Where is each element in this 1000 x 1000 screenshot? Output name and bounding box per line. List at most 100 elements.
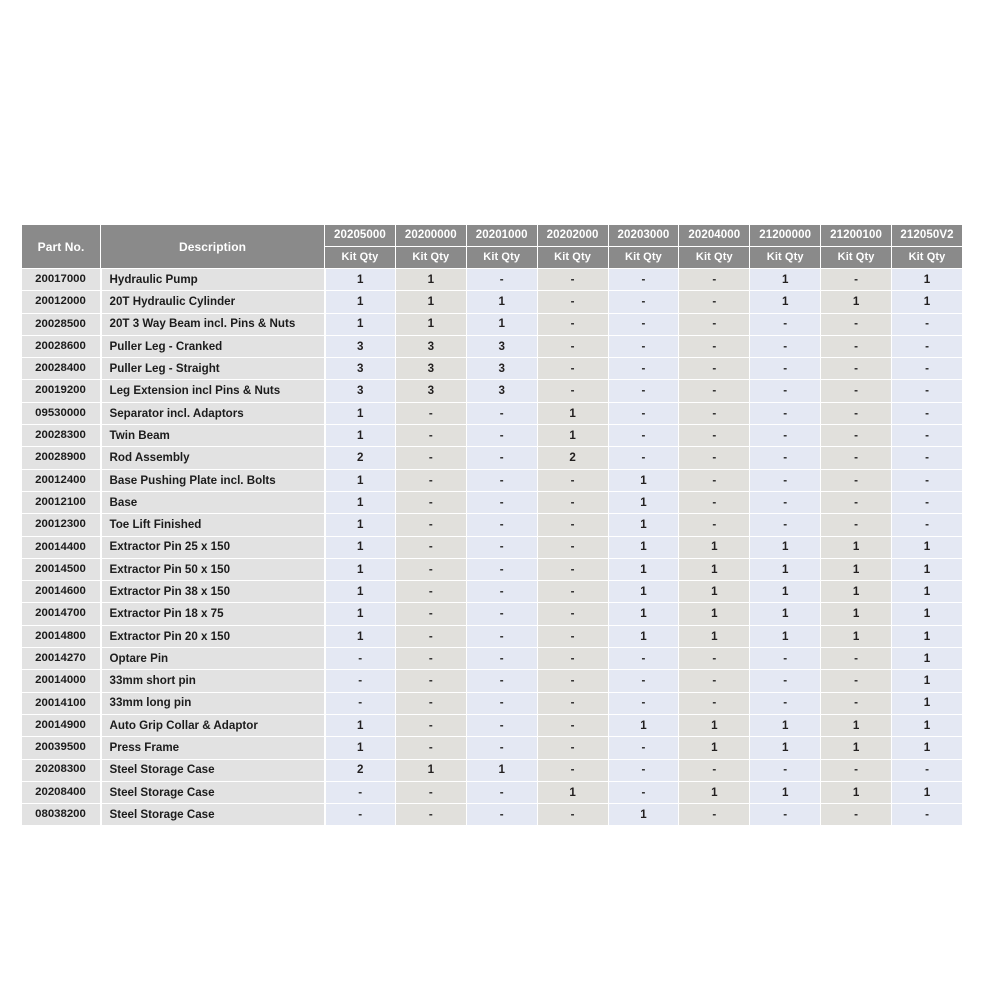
- cell-kit-qty: 1: [678, 781, 751, 805]
- cell-kit-qty: 1: [820, 602, 892, 626]
- cell-kit-qty: -: [749, 491, 822, 515]
- cell-kit-qty: 3: [466, 357, 538, 381]
- cell-kit-qty: 1: [608, 714, 680, 738]
- cell-kit-qty: 1: [466, 759, 538, 782]
- cell-kit-qty: -: [820, 379, 892, 403]
- cell-kit-qty: -: [891, 446, 963, 470]
- cell-description: Steel Storage Case: [100, 759, 326, 782]
- cell-kit-qty: -: [820, 803, 892, 827]
- cell-description: Optare Pin: [100, 647, 326, 671]
- column-subheader-kit-qty-2: Kit Qty: [394, 246, 467, 269]
- cell-kit-qty: -: [608, 290, 680, 314]
- cell-kit-qty: -: [537, 759, 609, 782]
- cell-part-no: 20014500: [21, 558, 102, 582]
- cell-kit-qty: -: [324, 692, 396, 715]
- cell-kit-qty: 1: [678, 736, 751, 760]
- cell-part-no: 20017000: [21, 268, 102, 292]
- cell-kit-qty: 1: [324, 536, 396, 559]
- cell-kit-qty: -: [466, 446, 538, 470]
- table-row: 20019200 Leg Extension incl Pins & Nuts 3 3…: [21, 379, 963, 403]
- cell-kit-qty: 1: [749, 736, 822, 760]
- cell-kit-qty: -: [820, 268, 892, 292]
- cell-part-no: 20039500: [21, 736, 102, 760]
- cell-kit-qty: -: [891, 759, 963, 782]
- cell-part-no: 20028400: [21, 357, 102, 381]
- cell-part-no: 20208300: [21, 759, 102, 782]
- cell-kit-qty: 1: [891, 290, 963, 314]
- cell-kit-qty: -: [749, 647, 822, 671]
- cell-kit-qty: 1: [678, 558, 751, 582]
- cell-part-no: 20014600: [21, 580, 102, 604]
- cell-kit-qty: -: [466, 669, 538, 693]
- cell-kit-qty: -: [891, 491, 963, 515]
- table-row: 20014700 Extractor Pin 18 x 75 1- - -1 1 1 1 1: [21, 602, 963, 626]
- cell-part-no: 20014800: [21, 625, 102, 649]
- cell-description: Separator incl. Adaptors: [100, 402, 326, 426]
- cell-kit-qty: -: [537, 268, 609, 292]
- cell-kit-qty: -: [820, 446, 892, 470]
- table-row: 20014400 Extractor Pin 25 x 150 1- - -1 1 1 1 1: [21, 536, 963, 559]
- cell-description: Twin Beam: [100, 424, 326, 448]
- cell-kit-qty: -: [608, 313, 680, 336]
- table-row: 20014270 Optare Pin - - - - - - - -1: [21, 647, 963, 671]
- cell-kit-qty: 1: [395, 290, 467, 314]
- cell-kit-qty: -: [466, 424, 538, 448]
- cell-kit-qty: 3: [324, 357, 396, 381]
- cell-kit-qty: -: [466, 536, 538, 559]
- cell-part-no: 20028300: [21, 424, 102, 448]
- cell-kit-qty: -: [395, 669, 467, 693]
- cell-kit-qty: -: [395, 647, 467, 671]
- cell-kit-qty: -: [466, 513, 538, 537]
- cell-kit-qty: -: [466, 692, 538, 715]
- cell-description: 20T Hydraulic Cylinder: [100, 290, 326, 314]
- cell-kit-qty: -: [466, 602, 538, 626]
- header-row-kit-qty: Kit Qty Kit Qty Kit Qty Kit Qty Kit Qty …: [22, 246, 963, 269]
- cell-kit-qty: 1: [324, 513, 396, 537]
- cell-part-no: 20012300: [21, 513, 102, 537]
- cell-kit-qty: -: [749, 357, 822, 381]
- cell-kit-qty: -: [820, 357, 892, 381]
- cell-kit-qty: 1: [395, 313, 467, 336]
- cell-kit-qty: -: [820, 424, 892, 448]
- cell-kit-qty: 3: [395, 379, 467, 403]
- cell-kit-qty: 3: [395, 335, 467, 359]
- cell-kit-qty: 1: [891, 647, 963, 671]
- cell-kit-qty: 1: [820, 625, 892, 649]
- cell-kit-qty: 2: [324, 759, 396, 782]
- cell-kit-qty: 1: [608, 625, 680, 649]
- table-row: 20039500 Press Frame 1- - - -1 1 1 1: [21, 736, 963, 760]
- cell-kit-qty: 1: [466, 313, 538, 336]
- table-row: 20208300 Steel Storage Case 2 1 1- - - - - -: [21, 759, 963, 782]
- cell-kit-qty: -: [466, 469, 538, 492]
- cell-kit-qty: -: [891, 424, 963, 448]
- cell-part-no: 20014000: [21, 669, 102, 693]
- cell-kit-qty: 1: [820, 558, 892, 582]
- cell-kit-qty: -: [608, 357, 680, 381]
- cell-description: Extractor Pin 50 x 150: [100, 558, 326, 582]
- cell-kit-qty: 1: [820, 580, 892, 604]
- cell-kit-qty: -: [891, 313, 963, 336]
- cell-kit-qty: 1: [749, 268, 822, 292]
- cell-kit-qty: -: [466, 647, 538, 671]
- cell-part-no: 20012100: [21, 491, 102, 515]
- cell-kit-qty: -: [678, 268, 751, 292]
- table-row: 20028400 Puller Leg - Straight 3 3 3- - - - - -: [21, 357, 963, 381]
- cell-kit-qty: -: [395, 424, 467, 448]
- cell-kit-qty: -: [466, 268, 538, 292]
- cell-kit-qty: 1: [891, 580, 963, 604]
- cell-kit-qty: 3: [466, 379, 538, 403]
- cell-kit-qty: 1: [395, 268, 467, 292]
- cell-kit-qty: -: [891, 335, 963, 359]
- table-header: Part No. Description 20205000 20200000 2…: [21, 224, 963, 269]
- cell-kit-qty: 2: [324, 446, 396, 470]
- cell-description: Extractor Pin 20 x 150: [100, 625, 326, 649]
- cell-kit-qty: 1: [820, 736, 892, 760]
- cell-kit-qty: 1: [820, 781, 892, 805]
- cell-kit-qty: -: [678, 491, 751, 515]
- cell-kit-qty: 1: [324, 625, 396, 649]
- cell-kit-qty: 2: [537, 446, 609, 470]
- cell-kit-qty: -: [395, 558, 467, 582]
- cell-kit-qty: -: [891, 803, 963, 827]
- table-row: 20014800 Extractor Pin 20 x 150 1- - -1 1 1 1 1: [21, 625, 963, 649]
